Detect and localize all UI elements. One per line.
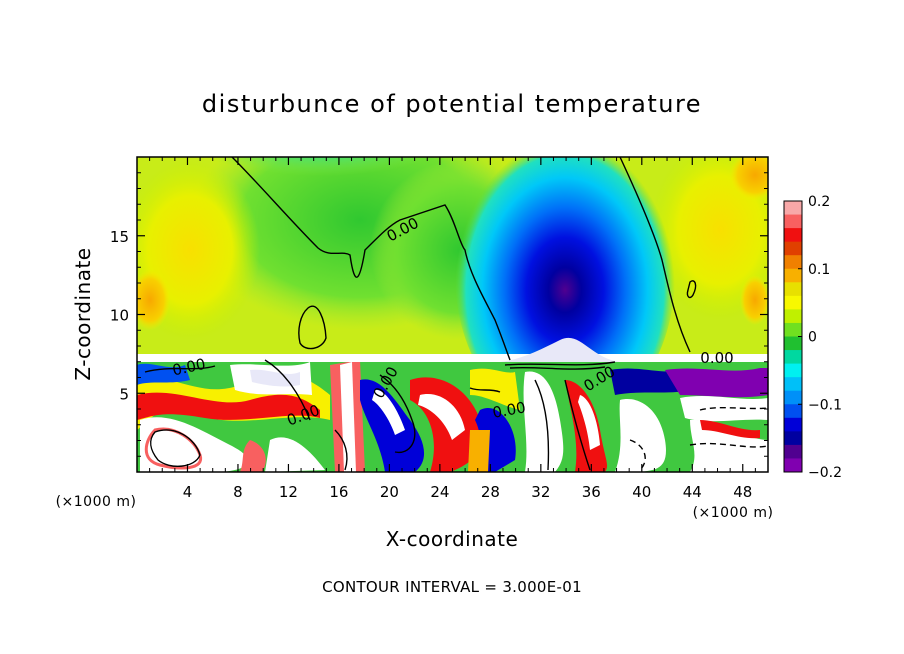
x-tick-label: 32 (531, 483, 550, 501)
colorbar-tick-label: 0 (808, 330, 817, 346)
x-tick-label: 16 (329, 483, 348, 501)
colorbar-swatch (784, 241, 802, 256)
colorbar-swatch (784, 309, 802, 324)
contour-label: 0.00 (491, 398, 527, 422)
colorbar-swatch (784, 417, 802, 432)
colorbar-ticks: 0.2 0.1 0 −0.1 −0.2 (798, 194, 842, 481)
upper-orange-patch (730, 157, 768, 200)
colorbar-swatch (784, 444, 802, 459)
x-tick-label: 40 (632, 483, 651, 501)
plot-area: 0.00 0.00 0.00 0.00 0.00 0.00 0.00 (137, 157, 768, 472)
colorbar-tick-label: 0.1 (808, 262, 830, 278)
colorbar-swatch (784, 458, 802, 473)
chart-title: disturbunce of potential temperature (202, 90, 702, 118)
colorbar-swatch (784, 295, 802, 310)
colorbar-swatch (784, 431, 802, 446)
y-tick-label: 15 (110, 228, 129, 246)
colorbar-swatch (784, 336, 802, 351)
colorbar-swatch (784, 390, 802, 405)
x-unit-label-left: (×1000 m) (56, 494, 137, 510)
contour-lines (144, 157, 768, 471)
x-axis-ticks: 4 8 12 16 20 24 28 32 36 40 44 48 (149, 157, 756, 501)
interface-wave (500, 337, 620, 362)
upper-orange-patch (137, 270, 170, 330)
x-tick-label: 12 (279, 483, 298, 501)
y-axis-label: Z-coordinate (71, 247, 95, 380)
layer-interface (137, 354, 768, 362)
contour-label: 0.00 (700, 349, 733, 367)
y-axis-ticks: 5 10 15 (110, 172, 768, 457)
colorbar-tick-label: −0.2 (808, 465, 842, 481)
colorbar-swatch (784, 214, 802, 229)
colorbar-swatch (784, 255, 802, 270)
colorbar-swatch (784, 350, 802, 365)
x-tick-label: 4 (183, 483, 193, 501)
x-tick-label: 36 (582, 483, 601, 501)
x-axis-label: X-coordinate (386, 527, 519, 551)
x-unit-label-right: (×1000 m) (693, 505, 774, 521)
colorbar-swatch (784, 377, 802, 392)
colorbar-swatch (784, 201, 802, 216)
y-tick-label: 10 (110, 307, 129, 325)
upper-yellow-region (650, 157, 768, 320)
y-tick-label: 5 (119, 385, 129, 403)
footnote: CONTOUR INTERVAL = 3.000E-01 (322, 578, 582, 596)
upper-orange-patch (740, 275, 768, 325)
colorbar-swatch (784, 282, 802, 297)
x-tick-label: 28 (481, 483, 500, 501)
colorbar-swatch (784, 322, 802, 337)
colorbar (784, 201, 802, 473)
x-tick-label: 24 (430, 483, 449, 501)
upper-cyan-top (210, 157, 430, 200)
x-tick-label: 44 (683, 483, 702, 501)
lower-turbulent-structures (137, 360, 768, 472)
colorbar-swatch (784, 268, 802, 283)
x-tick-label: 8 (233, 483, 243, 501)
colorbar-tick-label: −0.1 (808, 397, 842, 413)
x-tick-label: 20 (380, 483, 399, 501)
colorbar-swatch (784, 404, 802, 419)
colorbar-swatch (784, 363, 802, 378)
colorbar-swatch (784, 228, 802, 243)
colorbar-tick-label: 0.2 (808, 194, 830, 210)
x-tick-label: 48 (733, 483, 752, 501)
